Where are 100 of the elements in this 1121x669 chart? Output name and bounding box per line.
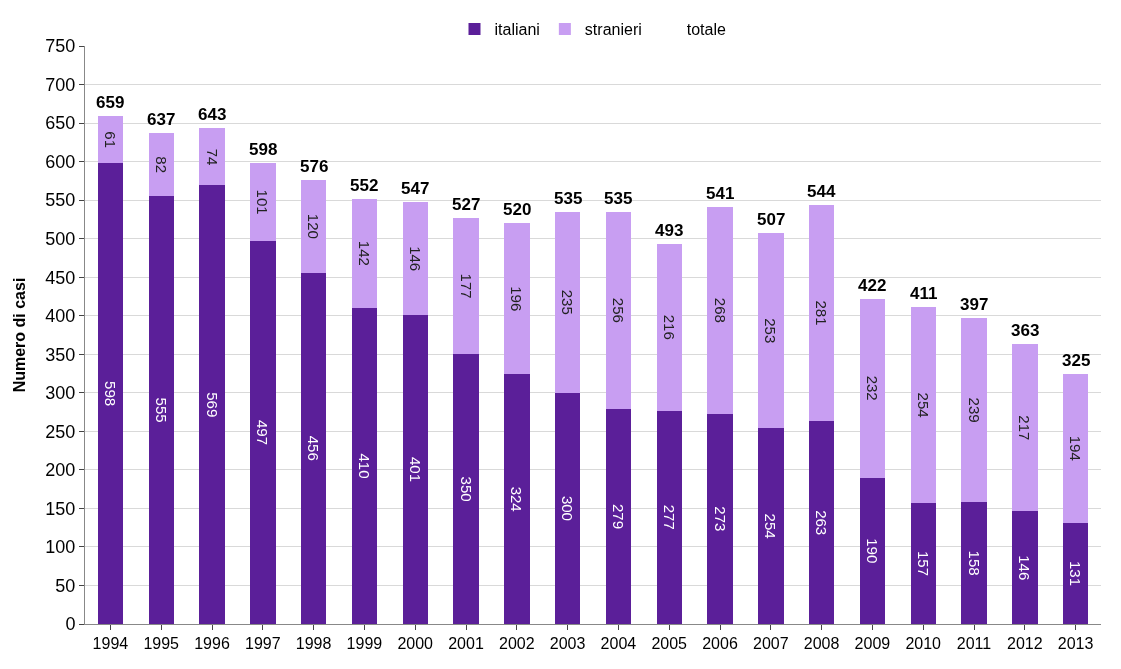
x-tick-label: 2013 xyxy=(1057,635,1094,653)
x-tick-label: 1996 xyxy=(194,635,230,653)
x-tick-label: 2010 xyxy=(905,635,942,653)
y-tick-label: 50 xyxy=(55,575,76,596)
bar xyxy=(199,128,225,186)
bar xyxy=(605,211,632,409)
data-label: 61 xyxy=(101,131,119,148)
bar xyxy=(1012,511,1038,624)
data-label: 279 xyxy=(609,503,627,530)
y-tick-label: 100 xyxy=(45,537,76,558)
x-tick-label: 1998 xyxy=(295,635,332,653)
bar xyxy=(1062,373,1089,524)
bar xyxy=(148,133,174,197)
bar xyxy=(961,318,987,503)
data-label: 256 xyxy=(609,297,627,323)
total-label: 547 xyxy=(401,179,430,198)
data-label: 254 xyxy=(914,392,932,418)
x-tick-label: 2004 xyxy=(600,635,637,653)
y-tick-label: 300 xyxy=(45,383,76,404)
data-label: 569 xyxy=(203,392,221,418)
x-tick-label: 2009 xyxy=(854,635,891,653)
total-label: 535 xyxy=(604,189,633,208)
y-tick-label: 350 xyxy=(45,344,76,365)
data-label: 120 xyxy=(305,213,323,239)
data-label: 177 xyxy=(457,273,475,299)
x-tick-label: 1995 xyxy=(143,635,180,653)
data-label: 277 xyxy=(660,504,678,530)
y-tick-label: 700 xyxy=(45,74,76,95)
bar xyxy=(504,374,530,624)
bar xyxy=(554,392,581,624)
data-label: 598 xyxy=(101,381,119,407)
total-label: 576 xyxy=(300,157,329,176)
total-label: 643 xyxy=(198,105,227,124)
bar xyxy=(97,116,124,164)
total-label: 659 xyxy=(96,93,125,112)
bar xyxy=(910,503,936,624)
x-tick-label: 2007 xyxy=(753,635,789,653)
data-label: 281 xyxy=(813,300,831,326)
bar xyxy=(97,163,124,624)
bar xyxy=(859,298,886,478)
bar xyxy=(300,180,327,273)
bar xyxy=(859,477,886,624)
bar xyxy=(504,223,530,375)
bar xyxy=(808,421,835,624)
bar xyxy=(402,202,428,315)
total-label: 363 xyxy=(1011,321,1040,340)
total-label: 527 xyxy=(452,195,481,214)
data-label: 456 xyxy=(305,435,323,461)
x-tick-label: 2011 xyxy=(956,635,992,653)
bar xyxy=(351,198,378,309)
total-label: 637 xyxy=(147,110,176,129)
data-label: 216 xyxy=(660,314,678,340)
y-tick-label: 750 xyxy=(45,36,76,57)
x-tick-label: 2012 xyxy=(1007,635,1043,653)
data-label: 196 xyxy=(508,286,526,312)
bar xyxy=(402,314,428,624)
x-tick-label: 1997 xyxy=(245,635,281,653)
data-label: 101 xyxy=(254,189,272,215)
data-label: 235 xyxy=(559,289,577,315)
y-axis-title: Numero di casi xyxy=(11,277,29,393)
x-tick-label: 2005 xyxy=(651,635,688,653)
data-label: 82 xyxy=(152,156,170,174)
total-label: 397 xyxy=(960,295,989,314)
bar xyxy=(1012,344,1038,512)
total-label: 598 xyxy=(249,140,278,159)
data-label: 401 xyxy=(406,456,424,482)
total-label: 411 xyxy=(910,284,938,303)
data-label: 324 xyxy=(508,486,526,512)
x-tick-label: 2002 xyxy=(499,635,535,653)
bar xyxy=(250,163,276,241)
bar xyxy=(707,413,733,624)
data-label: 217 xyxy=(1016,415,1034,441)
y-tick-label: 250 xyxy=(45,421,76,442)
data-label: 232 xyxy=(863,375,881,401)
bar xyxy=(300,272,327,624)
data-label: 131 xyxy=(1067,561,1085,587)
bar xyxy=(808,204,835,422)
bar xyxy=(351,308,378,624)
total-label: 552 xyxy=(350,176,379,195)
bar xyxy=(554,211,581,393)
data-label: 194 xyxy=(1067,435,1085,461)
bar xyxy=(605,408,632,624)
legend-label: stranieri xyxy=(584,21,642,39)
bar xyxy=(758,233,784,429)
y-tick-label: 550 xyxy=(45,190,76,211)
total-label: 520 xyxy=(503,200,532,219)
x-tick-label: 2003 xyxy=(549,635,586,653)
data-label: 239 xyxy=(965,397,983,423)
data-label: 74 xyxy=(203,148,221,166)
text: totale xyxy=(686,21,727,39)
total-label: 535 xyxy=(554,189,583,208)
data-label: 555 xyxy=(152,397,170,423)
x-tick-label: 2000 xyxy=(397,635,434,653)
y-tick-label: 650 xyxy=(45,113,76,134)
legend-label: italiani xyxy=(494,21,540,39)
data-label: 146 xyxy=(1016,555,1034,581)
data-label: 300 xyxy=(559,495,577,521)
bar xyxy=(656,410,682,624)
bar xyxy=(758,428,784,624)
data-label: 158 xyxy=(965,550,983,576)
